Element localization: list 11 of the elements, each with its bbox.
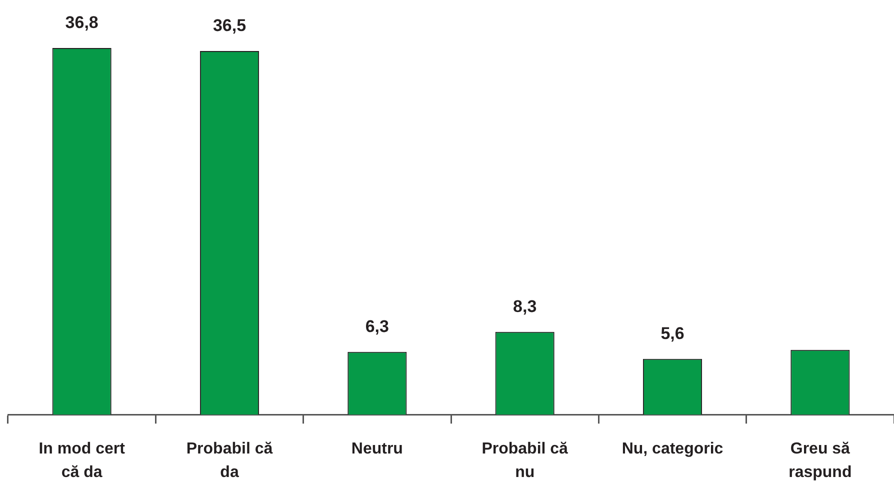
x-tick-label: Greu să raspund bbox=[788, 440, 852, 481]
x-tick-label: Probabil că da bbox=[186, 440, 273, 481]
x-tick-label: Probabil că nu bbox=[482, 440, 568, 481]
data-label: 5,6 bbox=[660, 324, 684, 343]
data-label: 6,3 bbox=[365, 317, 389, 336]
x-tick-label: Neutru bbox=[351, 440, 403, 458]
x-tick-label: In mod cert că da bbox=[38, 440, 126, 481]
data-label: 36,5 bbox=[212, 16, 246, 36]
data-label: 36,8 bbox=[65, 13, 98, 32]
x-tick-label: Nu, categoric bbox=[622, 440, 724, 458]
data-label: 8,3 bbox=[513, 297, 537, 316]
